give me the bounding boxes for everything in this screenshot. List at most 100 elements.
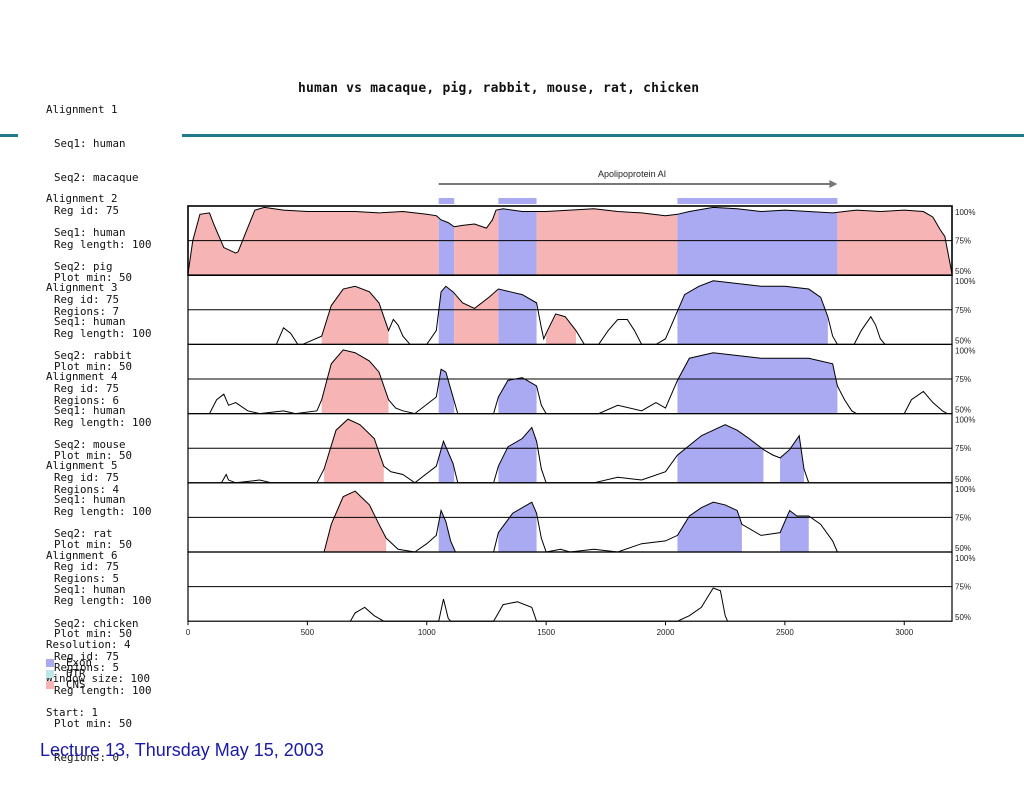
region-exon	[677, 207, 838, 276]
y-tick-label: 100%	[955, 554, 975, 563]
legend-swatch-exon	[46, 659, 54, 667]
y-tick-label: 100%	[955, 346, 975, 355]
alignment-line: Reg id: 75	[54, 560, 120, 574]
alignment-line: Seq2: mouse	[54, 437, 126, 451]
y-tick-label: 50%	[955, 336, 971, 345]
alignment-line: Regions: 5	[54, 571, 120, 585]
y-tick-label: 75%	[955, 375, 971, 384]
y-tick-label: 50%	[955, 267, 971, 276]
alignment-line: Seq1: human	[54, 404, 126, 417]
region-exon	[438, 441, 455, 483]
x-tick-label: 2000	[657, 628, 675, 637]
alignment-heading: Alignment 6	[46, 549, 118, 563]
region-exon	[498, 427, 537, 483]
alignment-line: Seq2: chicken	[54, 616, 139, 630]
alignment-heading: Alignment 5	[46, 459, 118, 473]
region-exon	[498, 502, 537, 552]
alignment-block-1: Alignment 1 Seq1: human Seq2: macaque Re…	[46, 82, 152, 340]
region-cns	[546, 313, 576, 345]
alignment-block-3: Alignment 3 Seq1: human Seq2: rabbit Reg…	[46, 260, 152, 518]
alignment-line: Regions: 0	[54, 750, 120, 764]
region-exon	[438, 369, 455, 414]
alignment-line: Plot min: 50	[54, 271, 133, 285]
y-tick-label: 75%	[955, 513, 971, 522]
alignment-line: Regions: 6	[54, 393, 120, 407]
region-exon	[677, 502, 742, 552]
alignment-line: Seq1: human	[54, 226, 126, 239]
region-cns	[321, 286, 389, 345]
y-tick-label: 75%	[955, 306, 971, 315]
conservation-line-rat	[220, 418, 810, 484]
alignment-line: Regions: 5	[54, 660, 120, 674]
y-tick-label: 50%	[955, 475, 971, 484]
y-tick-label: 50%	[955, 544, 971, 553]
alignment-line: Reg length: 100	[54, 326, 152, 340]
settings-line: Resolution: 4	[46, 638, 131, 652]
alignment-line: Reg length: 100	[54, 504, 152, 518]
region-exon	[498, 289, 537, 345]
legend-item-exon: Exon	[46, 657, 92, 668]
alignment-line: Reg id: 75	[54, 650, 120, 664]
alignment-line: Seq2: macaque	[54, 170, 139, 184]
panel-frame-chicken	[187, 551, 953, 622]
alignment-line: Reg length: 100	[54, 593, 152, 607]
plot-settings: Resolution: 4 Window size: 100 Start: 1	[46, 617, 150, 740]
alignment-line: Reg id: 75	[54, 382, 120, 396]
settings-line: Window size: 100	[46, 672, 151, 685]
legend-swatch-cns	[46, 681, 54, 690]
page-title: human vs macaque, pig, rabbit, mouse, ra…	[298, 81, 700, 96]
region-cns	[325, 491, 387, 552]
alignment-heading: Alignment 3	[46, 281, 118, 295]
region-exon	[677, 280, 828, 345]
y-tick-label: 75%	[955, 583, 971, 592]
alignment-line: Plot min: 50	[54, 360, 133, 374]
alignment-block-5: Alignment 5 Seq1: human Seq2: rat Reg id…	[46, 438, 152, 696]
alignment-line: Seq1: human	[54, 137, 126, 150]
region-exon	[438, 286, 455, 345]
alignment-line: Seq1: human	[54, 493, 126, 506]
y-tick-label: 100%	[955, 277, 975, 286]
legend-label: CNS	[66, 678, 86, 692]
header-rule-right	[182, 134, 1024, 137]
gene-exon-bar	[498, 198, 537, 204]
y-tick-label: 75%	[955, 444, 971, 453]
x-tick-label: 1000	[418, 628, 436, 637]
conservation-line-chicken	[349, 587, 729, 622]
alignment-block-2: Alignment 2 Seq1: human Seq2: pig Reg id…	[46, 171, 152, 429]
alignment-line: Plot min: 50	[54, 717, 133, 731]
lecture-footer: Lecture 13, Thursday May 15, 2003	[40, 740, 324, 760]
region-cns	[454, 209, 499, 276]
region-exon	[498, 377, 537, 414]
conservation-line-macaque	[187, 206, 953, 274]
legend-item-cns: CNS	[46, 679, 92, 690]
alignment-line: Plot min: 50	[54, 538, 133, 552]
alignment-line: Reg id: 75	[54, 293, 120, 307]
y-tick-label: 50%	[955, 406, 971, 415]
region-exon	[438, 217, 455, 276]
alignment-heading: Alignment 4	[46, 370, 118, 384]
alignment-heading: Alignment 1	[46, 103, 118, 117]
y-tick-label: 100%	[955, 416, 975, 425]
legend: Exon UTR CNS	[46, 657, 92, 691]
alignment-heading: Alignment 2	[46, 192, 118, 206]
alignment-line: Seq2: pig	[54, 259, 113, 273]
legend-label: Exon	[66, 656, 93, 669]
x-tick-label: 1500	[537, 628, 555, 637]
region-exon	[780, 510, 809, 552]
alignment-line: Regions: 4	[54, 482, 120, 496]
gene-label: Apolipoprotein AI	[598, 169, 666, 179]
vista-plot: Apolipoprotein AI100%75%50%100%75%50%100…	[186, 169, 976, 637]
conservation-line-pig	[275, 280, 886, 345]
x-tick-label: 0	[186, 628, 191, 637]
y-tick-label: 75%	[955, 237, 971, 246]
alignment-line: Plot min: 50	[54, 627, 133, 641]
region-exon	[780, 435, 804, 483]
legend-swatch-utr	[46, 670, 54, 679]
region-exon	[498, 208, 537, 276]
y-tick-label: 50%	[955, 613, 971, 622]
gene-exon-bar	[677, 198, 838, 204]
alignment-line: Seq2: rat	[54, 526, 113, 540]
alignment-line: Seq1: human	[54, 315, 126, 328]
alignment-line: Seq1: human	[54, 583, 126, 596]
alignment-line: Plot min: 50	[54, 449, 133, 463]
